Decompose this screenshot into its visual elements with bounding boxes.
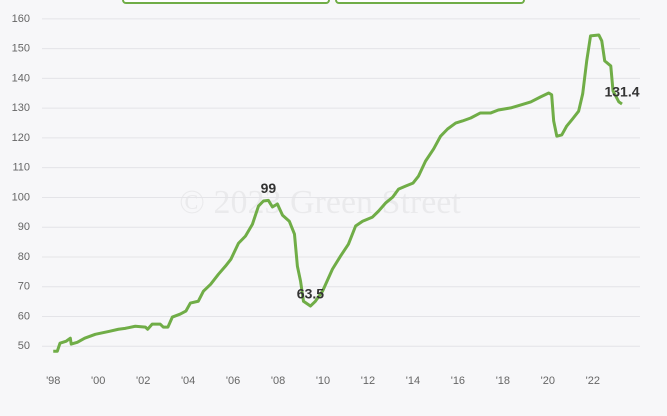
x-tick-label: '20 [541,375,555,387]
y-tick-label: 160 [12,13,30,25]
tab-button[interactable] [122,0,330,4]
x-tick-label: '04 [181,375,195,387]
y-tick-label: 90 [18,221,30,233]
x-tick-label: '00 [91,375,105,387]
x-tick-label: '98 [46,375,60,387]
x-tick-label: '12 [361,375,375,387]
data-line [53,33,623,353]
y-tick-label: 70 [18,281,30,293]
y-tick-label: 80 [18,251,30,263]
x-tick-label: '14 [406,375,420,387]
x-tick-label: '18 [496,375,510,387]
x-tick-label: '10 [316,375,330,387]
x-tick-label: '22 [586,375,600,387]
data-label: 131.4 [604,84,639,100]
y-tick-label: 110 [12,162,30,174]
y-tick-label: 100 [12,191,30,203]
y-tick-label: 60 [18,310,30,322]
tab-button[interactable] [335,0,525,4]
y-tick-label: 140 [12,72,30,84]
data-label: 99 [261,180,277,196]
x-tick-label: '06 [226,375,240,387]
y-tick-label: 50 [18,340,30,352]
x-tick-label: '08 [271,375,285,387]
data-label: 63.5 [297,286,324,302]
y-tick-label: 150 [12,43,30,55]
x-tick-label: '16 [451,375,465,387]
watermark: © 2023 Green Street [179,184,461,221]
x-tick-label: '02 [136,375,150,387]
y-tick-label: 130 [12,102,30,114]
y-tick-label: 120 [12,132,30,144]
